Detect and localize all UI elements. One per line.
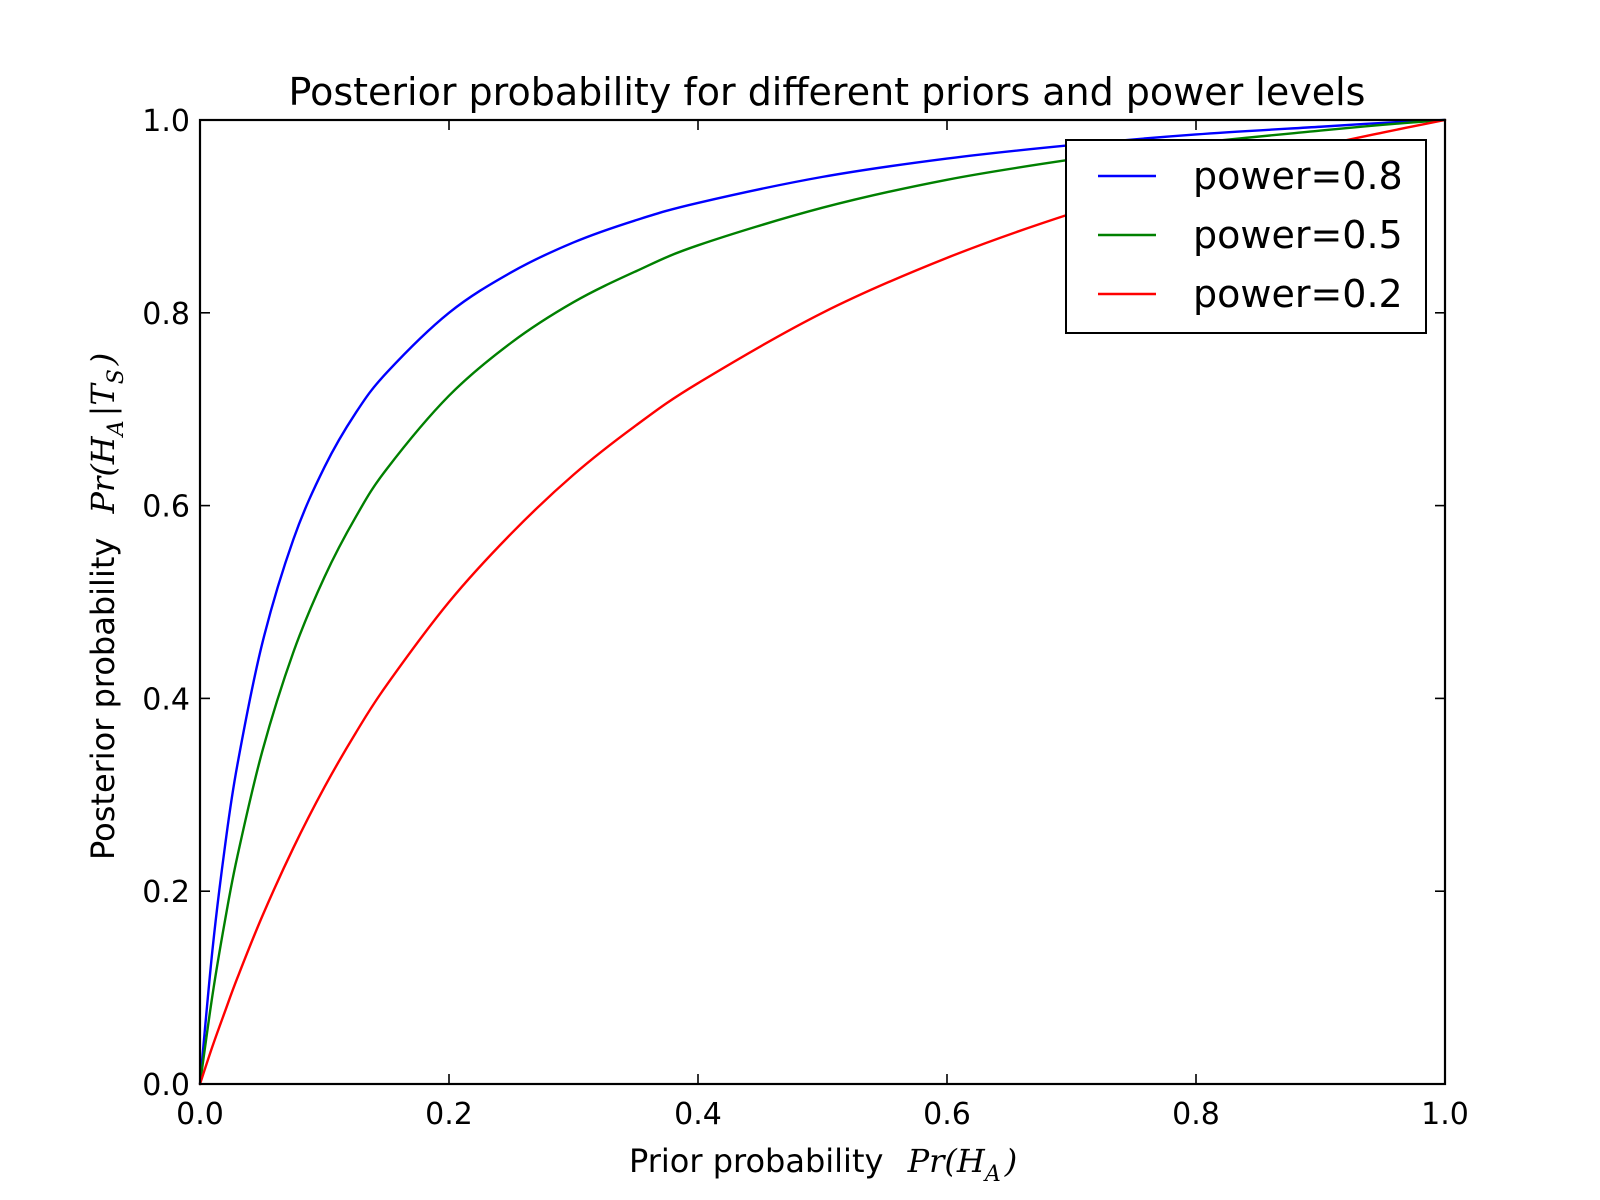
plot-frame <box>198 118 1447 1086</box>
legend-label-2: power=0.2 <box>1193 272 1403 316</box>
x-axis-label: Prior probability Pr(HA) <box>629 1142 1017 1187</box>
y-tick-label: 0.6 <box>142 490 190 525</box>
x-axis-label-text: Prior probability <box>629 1142 883 1180</box>
legend-items: power=0.8 power=0.5 power=0.2 <box>1098 154 1403 316</box>
legend-box <box>1065 139 1427 334</box>
y-tick-label: 0.8 <box>142 297 190 332</box>
tick-layer: 0.0 0.2 0.4 0.6 0.8 1.0 0.0 0.2 0.4 0.6 0.8 1.0 <box>142 104 1469 1132</box>
chart-title: Posterior probability for different prio… <box>289 70 1366 114</box>
x-tick-label: 0.6 <box>923 1097 971 1132</box>
series-line-0 <box>198 118 1447 1086</box>
x-axis-label-math: Pr(H <box>907 1142 986 1180</box>
x-tick-label: 0.4 <box>674 1097 722 1132</box>
legend-label-0: power=0.8 <box>1193 154 1403 198</box>
y-axis-label-math: Pr(H <box>84 435 122 514</box>
x-axis-label-math-end: ) <box>1004 1142 1017 1180</box>
y-tick-label: 0.4 <box>142 682 190 717</box>
y-axis-label-sub: A <box>104 420 129 438</box>
y-axis-label-math-mid: |T <box>84 382 122 417</box>
x-tick-label: 0.0 <box>176 1097 224 1132</box>
y-tick-label: 1.0 <box>142 104 190 139</box>
x-axis-label-sub: A <box>983 1162 1001 1187</box>
x-tick-label: 1.0 <box>1421 1097 1469 1132</box>
legend: power=0.8 power=0.5 power=0.2 <box>1065 139 1427 334</box>
legend-label-1: power=0.5 <box>1193 213 1403 257</box>
y-tick-label: 0.2 <box>142 875 190 910</box>
x-tick-label: 0.8 <box>1172 1097 1220 1132</box>
x-tick-label: 0.2 <box>425 1097 473 1132</box>
y-tick-label: 0.0 <box>142 1068 190 1103</box>
y-axis-label-sub2: S <box>104 369 129 384</box>
y-axis-label: Posterior probability Pr(HA |TS) <box>84 353 129 860</box>
y-axis-label-text: Posterior probability <box>84 538 122 860</box>
y-axis-label-math-end: ) <box>84 353 122 366</box>
